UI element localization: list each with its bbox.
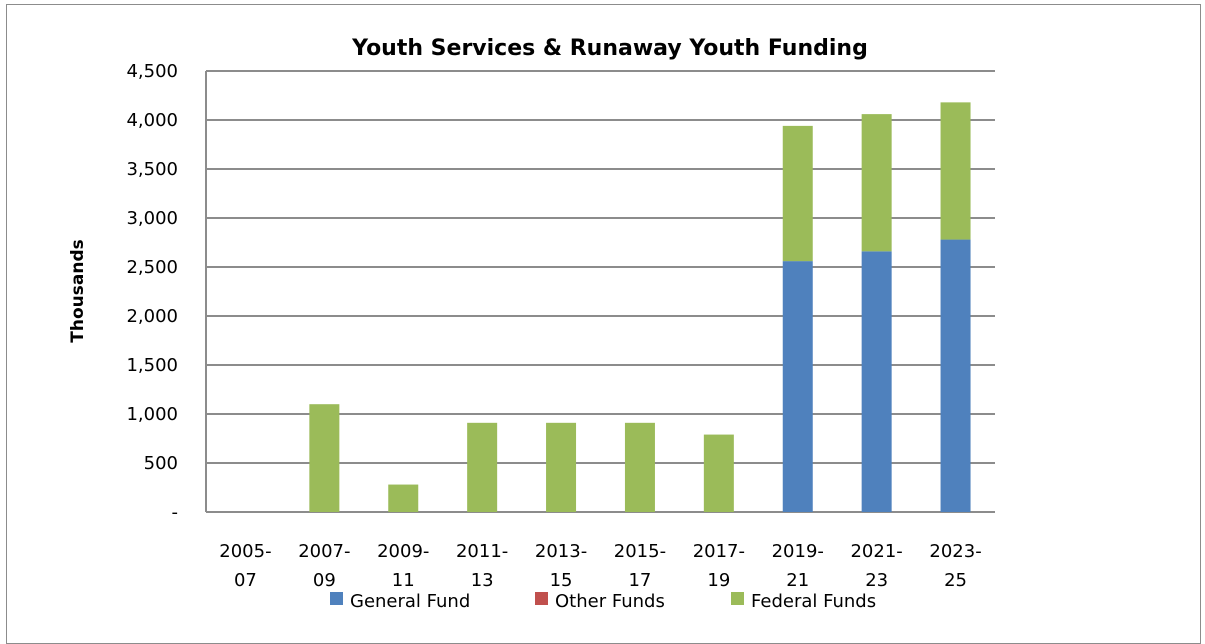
x-tick-label: 2015-17 [614,541,666,591]
legend-swatch-general-fund [330,592,343,605]
x-tick-label: 2021-23 [850,541,902,591]
y-tick-label: 2,500 [126,257,178,278]
x-tick-label: 2009-11 [377,541,429,591]
y-tick-label: 2,000 [126,306,178,327]
x-axis-ticks: 2005-07 2007-09 2009-11 2011-13 2013-15 2015-… [219,541,981,591]
x-tick-label: 2007-09 [298,541,350,591]
x-tick-label: 2017-19 [693,541,745,591]
x-tick-label: 2023-25 [929,541,981,591]
bar-federal-funds [309,404,340,512]
bar-general-fund [861,251,892,512]
bar-federal-funds [703,434,734,512]
bars [309,102,971,512]
bar-federal-funds [546,422,577,512]
legend-swatch-other-funds [535,592,548,605]
bar-federal-funds [861,114,892,252]
x-tick-label: 2013-15 [535,541,587,591]
y-tick-label: 1,000 [126,404,178,425]
x-tick-label: 2005-07 [219,541,271,591]
y-tick-label: - [172,502,179,523]
y-tick-label: 500 [144,453,178,474]
bar-federal-funds [388,484,419,512]
x-tick-label: 2011-13 [456,541,508,591]
bar-federal-funds [467,422,498,512]
legend-label: General Fund [350,591,470,612]
legend: General Fund Other Funds Federal Funds [330,591,876,612]
y-tick-label: 3,000 [126,208,178,229]
bar-federal-funds [782,125,813,262]
y-tick-label: 4,000 [126,110,178,131]
y-tick-label: 1,500 [126,355,178,376]
legend-label: Other Funds [555,591,665,612]
legend-label: Federal Funds [751,591,876,612]
x-tick-label: 2019-21 [772,541,824,591]
y-tick-label: 3,500 [126,159,178,180]
y-tick-label: 4,500 [126,61,178,82]
chart-svg: Youth Services & Runaway Youth Funding T… [68,36,995,612]
bar-general-fund [940,239,971,512]
bar-federal-funds [624,422,655,512]
chart-title: Youth Services & Runaway Youth Funding [351,36,868,61]
legend-swatch-federal-funds [731,592,744,605]
bar-federal-funds [940,102,971,240]
y-axis-label: Thousands [68,239,88,342]
y-axis-ticks: - 500 1,000 1,500 2,000 2,500 3,000 3,500 4,000 4… [126,61,178,523]
bar-general-fund [782,261,813,512]
